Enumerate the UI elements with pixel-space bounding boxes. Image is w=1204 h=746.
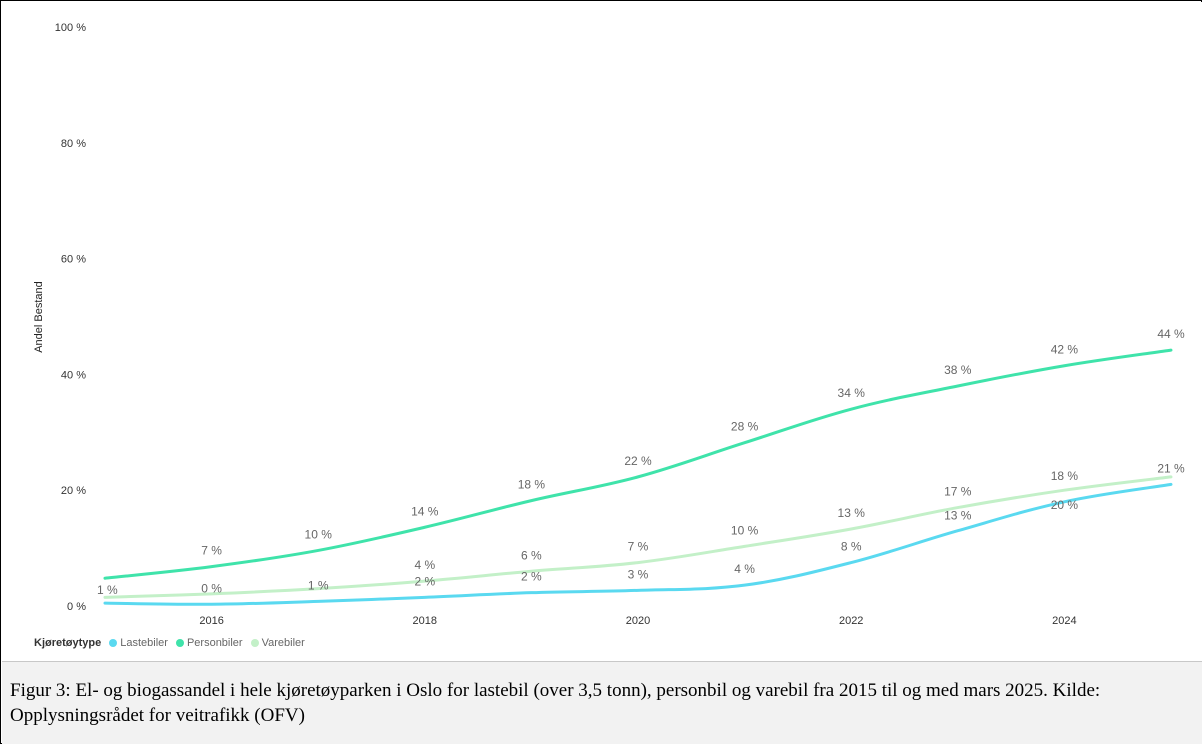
legend-item-personbiler: Personbiler: [175, 637, 243, 649]
data-label: 20 %: [1051, 498, 1079, 512]
data-label: 28 %: [731, 420, 759, 434]
data-label: 34 %: [838, 386, 866, 400]
data-label: 7 %: [201, 544, 222, 558]
y-tick-label: 80 %: [61, 138, 86, 150]
data-label: 17 %: [944, 485, 972, 499]
data-label: 1 %: [308, 578, 329, 592]
legend-label-personbiler: Personbiler: [186, 637, 243, 649]
data-label: 3 %: [628, 567, 649, 581]
data-label: 14 %: [411, 504, 439, 518]
y-tick-label: 20 %: [61, 485, 86, 497]
data-label: 21 %: [1157, 461, 1185, 475]
data-label: 4 %: [414, 558, 435, 572]
figure-caption: Figur 3: El- og biogassandel i hele kjør…: [10, 680, 1101, 726]
data-label: 7 %: [628, 540, 649, 554]
x-tick-label: 2018: [413, 615, 437, 627]
x-tick-label: 2016: [199, 615, 223, 627]
legend-label-varebiler: Varebiler: [261, 637, 305, 649]
data-label: 13 %: [944, 509, 972, 523]
data-label: 2 %: [414, 574, 435, 588]
series-line-varebiler: [103, 475, 1173, 599]
chart-area: 0 % 20 % 40 % 60 % 80 % 100 % 2016 2018 2020 2022…: [2, 2, 1202, 661]
data-label: 0 %: [201, 581, 222, 595]
x-tick-label: 2020: [626, 615, 650, 627]
legend-item-varebiler: Varebiler: [250, 637, 305, 649]
x-tick-label: 2022: [839, 615, 863, 627]
caption-box: Figur 3: El- og biogassandel i hele kjør…: [2, 661, 1202, 744]
y-tick-label: 40 %: [61, 369, 86, 381]
data-label: 2 %: [521, 570, 542, 584]
data-label: 38 %: [944, 363, 972, 377]
data-label: 8 %: [841, 540, 862, 554]
data-label: 44 %: [1157, 327, 1185, 341]
data-label: 10 %: [731, 523, 759, 537]
legend-item-lastebiler: Lastebiler: [109, 637, 168, 649]
y-tick-label: 60 %: [61, 254, 86, 266]
data-label: 42 %: [1051, 343, 1079, 357]
series-line-personbiler: [103, 348, 1173, 580]
data-label: 13 %: [838, 506, 866, 520]
data-label: 18 %: [1051, 469, 1079, 483]
x-tick-label: 2024: [1052, 615, 1076, 627]
series-line-lastebiler: [103, 482, 1173, 606]
data-label: 1 %: [97, 583, 118, 597]
legend-title: Kjøretøytype: [34, 637, 102, 649]
legend-dot-lastebiler: [109, 639, 118, 647]
data-label: 4 %: [734, 562, 755, 576]
legend-dot-personbiler: [175, 639, 184, 647]
data-label: 6 %: [521, 548, 542, 562]
data-label: 10 %: [305, 527, 333, 541]
legend-label-lastebiler: Lastebiler: [120, 637, 168, 649]
y-tick-label: 0 %: [67, 601, 86, 613]
y-tick-label: 100 %: [55, 22, 86, 34]
data-label: 22 %: [624, 454, 652, 468]
line-chart: 0 % 20 % 40 % 60 % 80 % 100 % 2016 2018 2020 2022…: [33, 22, 1185, 627]
legend-dot-varebiler: [250, 639, 259, 647]
data-label: 18 %: [518, 478, 546, 492]
y-axis-title: Andel Bestand: [33, 281, 45, 353]
legend: Kjøretøytype Lastebiler Personbiler Vare…: [34, 635, 309, 651]
